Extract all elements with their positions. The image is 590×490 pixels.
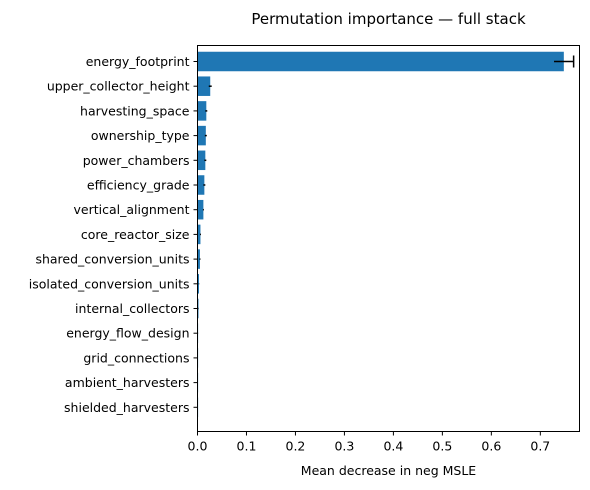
y-axis-labels: energy_footprint upper_collector_heightha… bbox=[29, 54, 198, 415]
bar bbox=[197, 76, 211, 96]
plot-frame bbox=[197, 45, 580, 432]
bar bbox=[197, 199, 204, 220]
bar bbox=[197, 274, 199, 294]
y-tick-label: energy_flow_design bbox=[66, 326, 189, 341]
bar bbox=[197, 51, 564, 72]
x-tick-label: 0.6 bbox=[481, 439, 501, 454]
y-tick-label: harvesting_space bbox=[80, 103, 190, 118]
y-tick-label: internal_collectors bbox=[75, 301, 189, 316]
y-tick-label: core_reactor_size bbox=[81, 227, 190, 242]
error-bar bbox=[554, 55, 575, 68]
bar bbox=[197, 224, 201, 245]
y-tick-label: upper_collector_height bbox=[47, 79, 190, 94]
x-tick-label: 0.3 bbox=[334, 439, 354, 454]
bar bbox=[197, 101, 207, 121]
x-axis-ticks: 0.0 0.1 0.2 0.3 0.4 0.5 0.6 0.7 bbox=[188, 431, 550, 454]
y-tick-label: ambient_harvesters bbox=[65, 375, 190, 390]
y-tick-label: grid_connections bbox=[83, 350, 189, 365]
x-tick-label: 0.5 bbox=[432, 439, 452, 454]
y-tick-label: shared_conversion_units bbox=[35, 252, 189, 267]
y-tick-label: energy_footprint bbox=[86, 54, 190, 69]
x-tick-label: 0.4 bbox=[383, 439, 403, 454]
error-bars bbox=[197, 55, 575, 409]
bars bbox=[197, 51, 564, 418]
x-tick-label: 0.0 bbox=[188, 439, 208, 454]
y-tick-label: vertical_alignment bbox=[73, 202, 189, 217]
y-tick-label: efficiency_grade bbox=[87, 178, 190, 193]
y-tick-label: isolated_conversion_units bbox=[29, 276, 190, 291]
x-tick-label: 0.2 bbox=[286, 439, 306, 454]
chart-title: Permutation importance — full stack bbox=[251, 10, 526, 28]
y-tick-label: power_chambers bbox=[83, 153, 190, 168]
x-tick-label: 0.7 bbox=[530, 439, 550, 454]
y-tick-label: ownership_type bbox=[91, 128, 190, 143]
y-tick-label: shielded_harvesters bbox=[64, 400, 189, 415]
x-tick-label: 0.1 bbox=[237, 439, 257, 454]
bar bbox=[197, 175, 205, 195]
bar bbox=[197, 125, 206, 146]
x-axis-title: Mean decrease in neg MSLE bbox=[301, 463, 476, 478]
bar bbox=[197, 150, 206, 171]
bar bbox=[197, 249, 200, 269]
